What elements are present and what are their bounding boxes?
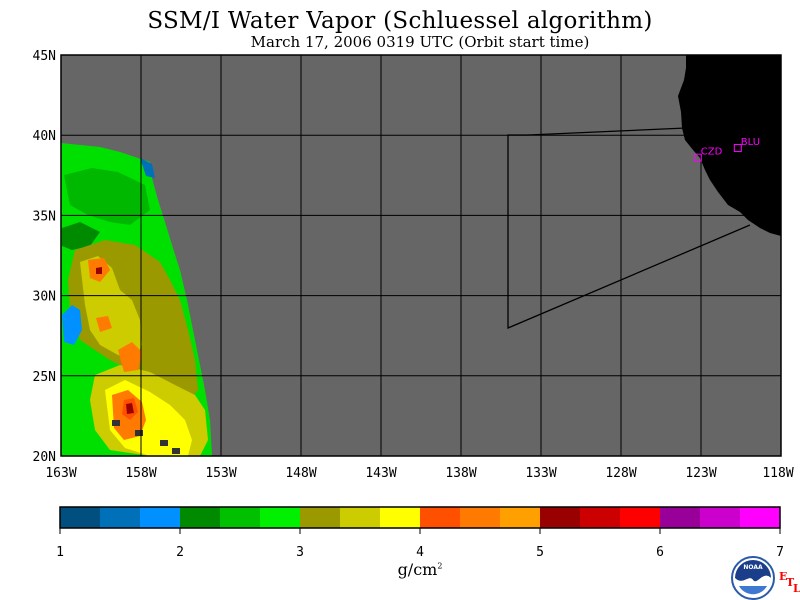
colorbar-tick-label: 7 [776,545,784,560]
lon-label: 128W [605,466,636,481]
units-superscript: 2 [437,561,443,571]
swath-band-4-2-b [118,342,142,372]
colorbar-swatch [380,507,421,528]
etl-letter-l: L [793,582,800,595]
etl-letter-t: T [786,576,795,589]
noaa-logo-text: NOAA [743,564,763,571]
lon-label: 148W [285,466,316,481]
colorbar-tick-label: 3 [296,545,304,560]
water-vapor-swath [61,143,212,456]
noaa-logo: NOAA [731,556,775,600]
lon-label: 143W [365,466,396,481]
etl-letter-e: E [779,570,788,583]
longitude-labels: 163W 158W 153W 148W 143W 138W 133W 128W 123W 118W [45,466,793,481]
colorbar-swatch [500,507,541,528]
station-marker [733,144,742,153]
swath-band-5-2-b [96,267,102,274]
colorbar-swatch [620,507,661,528]
swath-band-1-8 [140,158,155,178]
land-west-coast [678,55,781,236]
colorbar-swatch [180,507,221,528]
colorbar-swatch [700,507,741,528]
lat-label: 30N [33,290,56,305]
colorbar-tick-label: 6 [656,545,664,560]
colorbar-swatch [260,507,301,528]
colorbar [59,506,781,529]
station-marker [693,153,702,162]
swath-band-2-8 [62,305,82,345]
colorbar-tick-labels: 1 2 3 4 5 6 7 [56,528,784,560]
swath-gap-dots [112,420,180,454]
latitude-labels: 45N 40N 35N 30N 25N 20N [33,49,56,465]
colorbar-tick-label: 4 [416,545,424,560]
lon-label: 133W [525,466,556,481]
colorbar-swatch [540,507,581,528]
station-label: CZD [701,147,723,158]
colorbar-tick-label: 5 [536,545,544,560]
lon-label: 163W [45,466,76,481]
swath-band-3-8 [80,256,142,360]
colorbar-swatch [660,507,701,528]
etl-logo: E T L [776,562,800,598]
colorbar-swatch [60,507,101,528]
lat-label: 20N [33,450,56,465]
graticule [61,55,781,456]
map-subtitle: March 17, 2006 0319 UTC (Orbit start tim… [250,33,590,51]
colorbar-tick-label: 2 [176,545,184,560]
station-markers: CZD BLU [693,137,760,162]
map-title: SSM/I Water Vapor (Schluessel algorithm) [147,8,653,34]
lon-label: 153W [205,466,236,481]
swath-band-2-6 [64,168,150,225]
lat-label: 45N [33,49,56,64]
map-frame [60,54,782,457]
lon-label: 158W [125,466,156,481]
lat-label: 25N [33,370,56,385]
colorbar-swatch [220,507,261,528]
colorbar-swatch [460,507,501,528]
colorbar-swatch [300,507,341,528]
swath-band-2-4 [62,222,100,250]
station-label: BLU [741,137,760,148]
lat-label: 40N [33,129,56,144]
colorbar-swatch [420,507,461,528]
lon-label: 123W [685,466,716,481]
lon-label: 138W [445,466,476,481]
swath-band-5-2 [126,403,134,414]
colorbar-swatch [740,507,781,528]
swath-band-4-2-d [96,316,112,332]
lat-label: 35N [33,209,56,224]
colorbar-tick-label: 1 [56,545,64,560]
colorbar-swatch [340,507,381,528]
colorbar-swatch [100,507,141,528]
colorbar-units: g/cm2 [360,560,480,579]
colorbar-swatch [140,507,181,528]
colorbar-swatch [580,507,621,528]
units-text: g/cm [397,560,438,579]
lon-label: 118W [762,466,793,481]
